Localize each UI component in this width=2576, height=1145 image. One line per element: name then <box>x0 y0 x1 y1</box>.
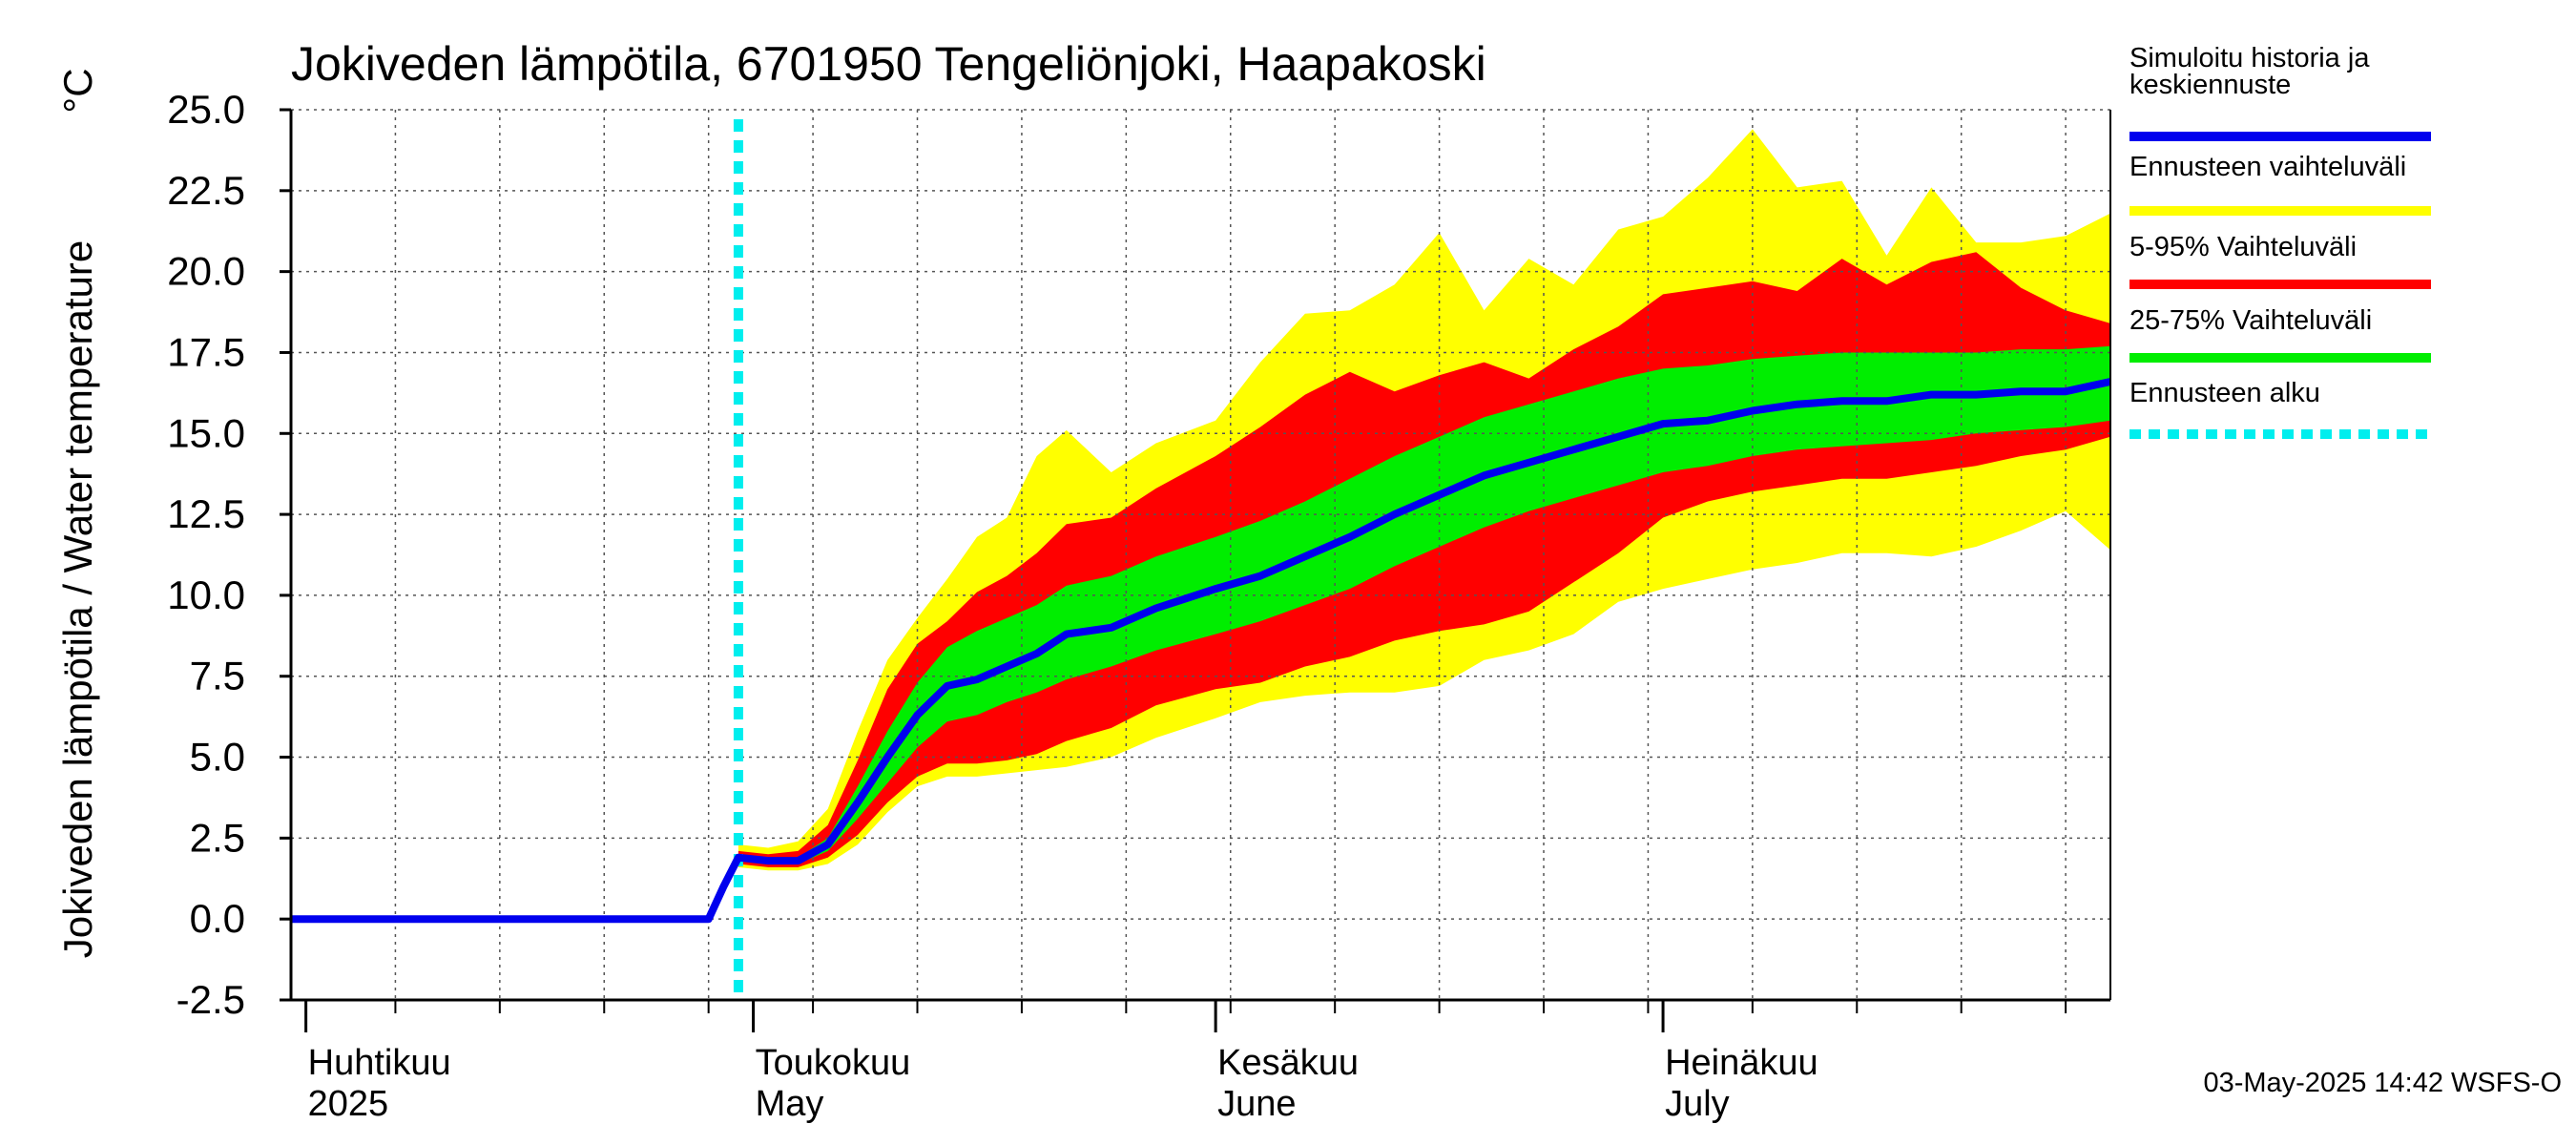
y-tick-label: 7.5 <box>190 654 245 698</box>
y-tick-label: 12.5 <box>167 491 245 536</box>
y-tick-label: 25.0 <box>167 87 245 132</box>
series-lines <box>291 378 2111 924</box>
y-tick-label: 15.0 <box>167 410 245 455</box>
y-tick-label: 10.0 <box>167 572 245 617</box>
y-axis-label: Jokiveden lämpötila / Water temperature <box>55 240 100 958</box>
footer-timestamp: 03-May-2025 14:42 WSFS-O <box>2203 1068 2562 1098</box>
legend-label: Ennusteen alku <box>2129 378 2320 408</box>
x-tick-label-month: Toukokuu <box>756 1043 911 1083</box>
x-tick-label-sub: July <box>1665 1084 1730 1124</box>
y-tick-label: 20.0 <box>167 249 245 294</box>
y-tick-label: 2.5 <box>190 815 245 860</box>
legend-label: Ennusteen vaihteluväli <box>2129 152 2406 182</box>
y-tick-label: 0.0 <box>190 896 245 941</box>
x-tick-label-month: Heinäkuu <box>1665 1043 1818 1083</box>
legend-label: keskiennuste <box>2129 70 2291 100</box>
median-line <box>291 378 2111 924</box>
y-axis-ticks: 25.0 22.5 20.0 17.5 15.0 12.5 10.0 7.5 5.0 2.5 0.0… <box>167 87 291 1022</box>
x-tick-label-sub: June <box>1217 1084 1296 1124</box>
legend-label: 5-95% Vaihteluväli <box>2129 232 2357 262</box>
y-tick-label: 5.0 <box>190 735 245 780</box>
y-axis-unit: °C <box>55 68 100 113</box>
axes <box>289 110 2111 1002</box>
y-tick-label: 17.5 <box>167 329 245 374</box>
y-tick-label: -2.5 <box>177 977 245 1022</box>
x-tick-label-month: Kesäkuu <box>1217 1043 1359 1083</box>
x-tick-label-month: Huhtikuu <box>308 1043 451 1083</box>
x-tick-label-sub: 2025 <box>308 1084 389 1124</box>
legend-label: 25-75% Vaihteluväli <box>2129 305 2372 336</box>
legend-label: Simuloitu historia ja <box>2129 43 2370 73</box>
chart-title: Jokiveden lämpötila, 6701950 Tengeliönjo… <box>291 37 1486 91</box>
y-tick-label: 22.5 <box>167 168 245 213</box>
x-tick-label-sub: May <box>756 1084 824 1124</box>
